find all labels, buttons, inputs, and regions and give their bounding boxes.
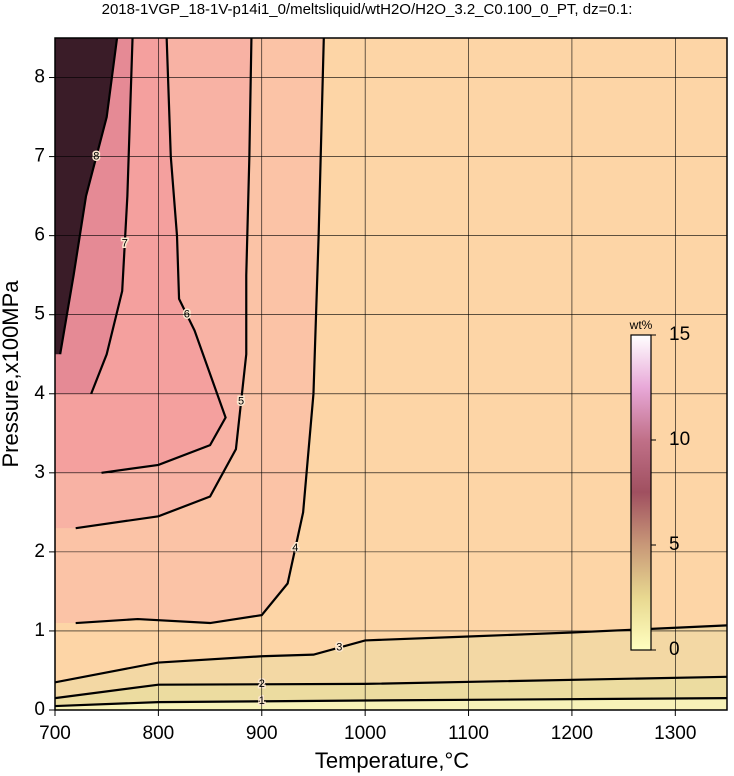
- y-tick-label: 1: [34, 620, 45, 641]
- colorbar-tick-label: 5: [669, 534, 680, 555]
- overlay: 700 800 900 1000 1100 1200 1300 0 1 2 3 4 5 6 7 8 0 5 10 15…: [34, 37, 728, 744]
- colorbar-tick-label: 0: [669, 639, 680, 660]
- y-tick-label: 6: [34, 225, 45, 246]
- x-tick-label: 1300: [654, 723, 696, 744]
- contour-line: [75, 38, 325, 625]
- plot-frame: [54, 37, 728, 711]
- contour-label: 7: [122, 237, 128, 249]
- y-tick-label: 3: [34, 462, 45, 483]
- chart-title: 2018-1VGP_18-1V-p14i1_0/meltsliquid/wtH2…: [102, 1, 633, 18]
- colorbar-tick-label: 15: [669, 324, 690, 345]
- x-tick-label: 900: [246, 723, 278, 744]
- contour-label: 4: [292, 542, 298, 554]
- y-tick-label: 0: [34, 699, 45, 720]
- x-tick-label: 1100: [448, 723, 489, 744]
- contour-line: [75, 38, 253, 530]
- y-tick-label: 7: [34, 146, 45, 167]
- contour-line: [90, 38, 134, 395]
- y-axis-label: Pressure,x100MPa: [0, 280, 23, 468]
- x-tick-label: 700: [39, 723, 71, 744]
- x-tick-label: 1000: [344, 723, 386, 744]
- contour-label: 5: [238, 396, 244, 408]
- contour-line: [55, 624, 727, 684]
- contour-line: [59, 38, 119, 355]
- contour-label: 3: [336, 641, 342, 653]
- contour-line: [101, 38, 227, 474]
- y-tick-label: 2: [34, 541, 45, 562]
- y-tick-label: 8: [34, 67, 45, 88]
- x-tick-label: 800: [143, 723, 175, 744]
- colorbar-tick-label: 10: [669, 429, 690, 450]
- colorbar-label: wt%: [629, 318, 653, 332]
- x-tick-label: 1200: [551, 723, 593, 744]
- colorbar: [630, 334, 652, 651]
- x-axis-label: Temperature,°C: [315, 748, 469, 773]
- y-tick-label: 5: [34, 304, 45, 325]
- y-tick-label: 4: [34, 383, 45, 404]
